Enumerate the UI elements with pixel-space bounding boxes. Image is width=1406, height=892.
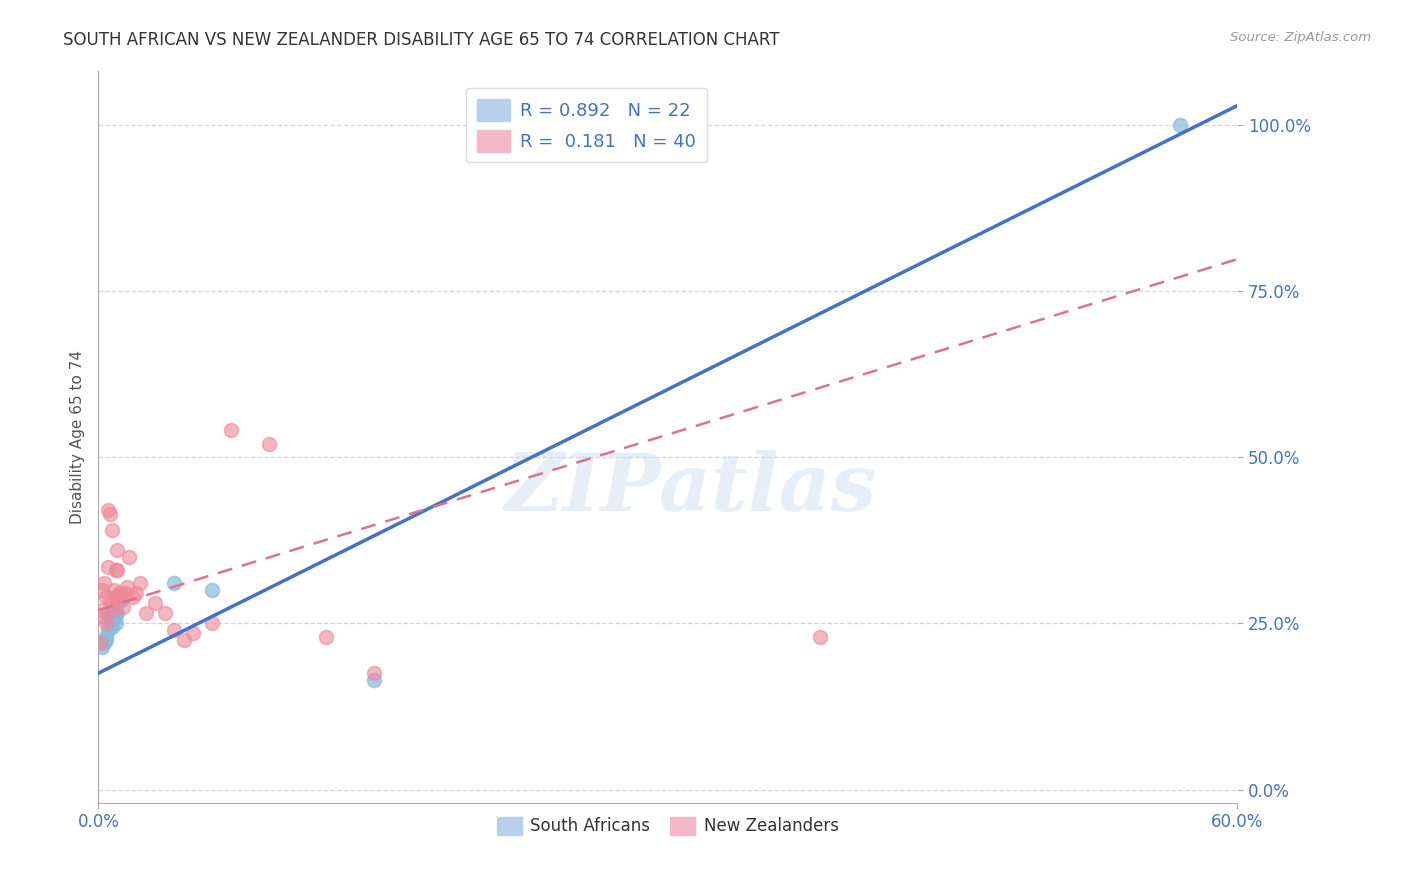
Point (97, 503, 120, 517)
Point (94, 616, 117, 631)
Point (107, 596, 129, 610)
Point (97, 607, 120, 621)
Point (115, 580, 138, 594)
Point (114, 586, 136, 600)
Point (121, 590, 143, 604)
Legend: South Africans, New Zealanders: South Africans, New Zealanders (491, 810, 845, 842)
Point (93, 636, 115, 650)
Point (98, 507, 121, 521)
Point (315, 630, 337, 644)
Text: ZIPatlas: ZIPatlas (505, 450, 877, 527)
Point (118, 549, 141, 564)
Point (98, 616, 121, 631)
Point (91, 603, 114, 617)
Point (94, 632, 117, 647)
Point (100, 613, 122, 627)
Point (201, 616, 224, 631)
Point (107, 563, 129, 577)
Point (89, 636, 111, 650)
Point (112, 599, 135, 614)
Point (100, 523, 122, 537)
Point (107, 607, 129, 621)
Point (104, 607, 127, 621)
Point (103, 582, 125, 597)
Point (107, 543, 129, 558)
Point (173, 632, 195, 647)
Point (163, 576, 186, 591)
Point (363, 673, 385, 687)
Point (201, 582, 224, 597)
Point (103, 613, 125, 627)
Point (100, 596, 122, 610)
Point (183, 626, 205, 640)
Point (153, 607, 176, 621)
Point (103, 603, 125, 617)
Y-axis label: Disability Age 65 to 74: Disability Age 65 to 74 (69, 350, 84, 524)
Point (110, 593, 132, 607)
Point (259, 436, 281, 450)
Text: Source: ZipAtlas.com: Source: ZipAtlas.com (1230, 31, 1371, 45)
Point (93, 609, 115, 624)
Point (108, 590, 131, 604)
Point (97, 623, 120, 637)
Point (91, 640, 114, 654)
Point (98, 593, 121, 607)
Point (103, 607, 125, 621)
Point (145, 596, 167, 610)
Point (91, 582, 114, 597)
Point (110, 586, 132, 600)
Point (98, 609, 121, 624)
Point (163, 623, 186, 637)
Point (125, 586, 148, 600)
Point (129, 576, 152, 591)
Point (1170, 118, 1192, 132)
Point (808, 630, 831, 644)
Point (104, 563, 127, 577)
Point (363, 666, 385, 681)
Point (94, 590, 117, 604)
Point (94, 630, 117, 644)
Text: SOUTH AFRICAN VS NEW ZEALANDER DISABILITY AGE 65 TO 74 CORRELATION CHART: SOUTH AFRICAN VS NEW ZEALANDER DISABILIT… (63, 31, 780, 49)
Point (104, 590, 127, 604)
Point (97, 559, 120, 574)
Point (135, 607, 157, 621)
Point (108, 586, 131, 600)
Point (221, 424, 243, 438)
Point (100, 619, 122, 633)
Point (104, 616, 127, 631)
Point (93, 576, 115, 591)
